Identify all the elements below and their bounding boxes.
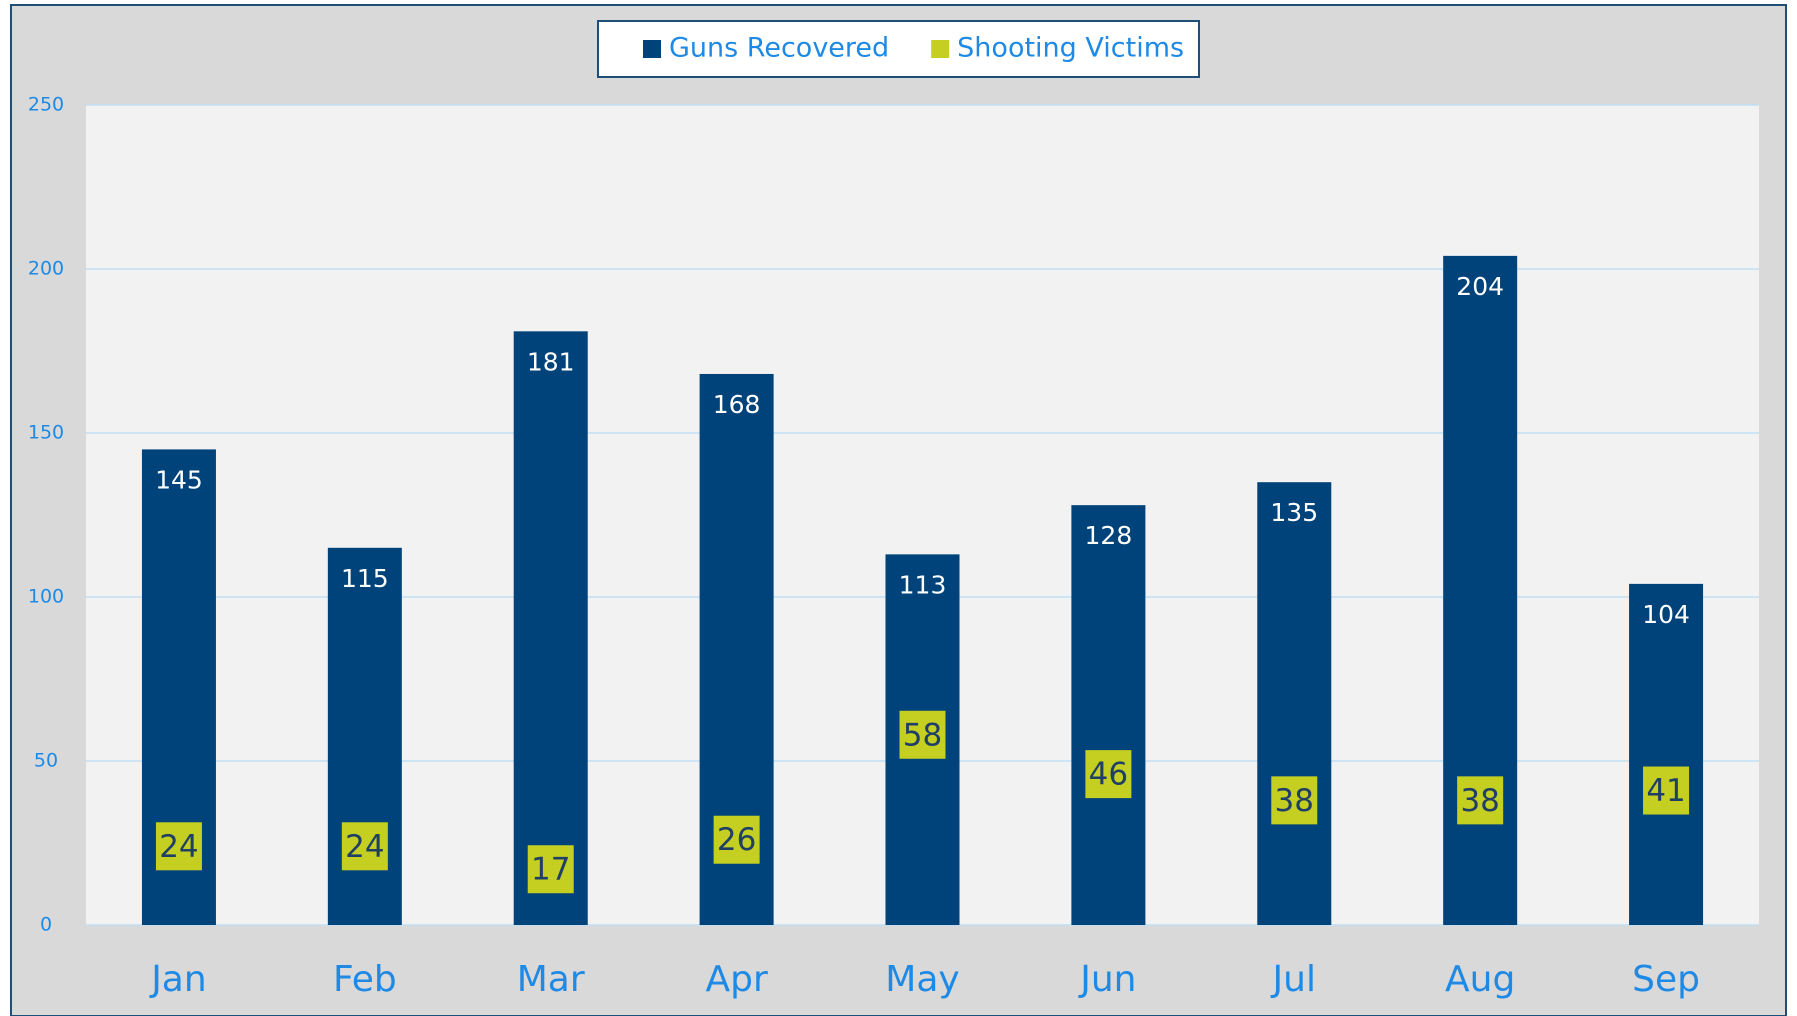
victims-value-label: 38 [1275,783,1314,819]
y-tick-label: 0 [40,914,52,936]
y-tick-label: 250 [28,94,64,116]
bar [1257,482,1332,925]
y-tick-label: 150 [28,422,64,444]
bar [1071,505,1146,925]
bar-value-label: 135 [1270,498,1318,527]
victims-marker [341,822,388,871]
victims-value-label: 24 [345,829,384,865]
x-tick-label: Jul [1271,959,1316,1000]
legend-label: Guns Recovered [669,33,889,64]
legend-swatch [643,40,661,58]
x-tick-label: May [885,959,959,1000]
legend-label: Shooting Victims [957,33,1184,64]
bar-value-label: 128 [1085,521,1133,550]
victims-value-label: 46 [1089,757,1128,793]
y-tick-label: 100 [28,586,64,608]
legend-swatch [931,40,950,58]
x-tick-label: Apr [705,959,767,1000]
bar-value-label: 204 [1456,272,1504,301]
victims-marker [899,710,946,759]
victims-value-label: 24 [159,829,198,865]
victims-value-label: 41 [1646,773,1685,809]
victims-marker [1643,766,1690,815]
y-tick-label: 200 [28,258,64,280]
y-tick-label: 50 [34,750,58,772]
victims-marker [155,822,202,871]
x-tick-label: Jun [1078,959,1136,1000]
bar [1629,583,1704,925]
victims-marker [1085,750,1132,799]
victims-value-label: 17 [531,852,570,888]
x-tick-label: Sep [1632,959,1700,1000]
bar-value-label: 104 [1642,600,1690,629]
x-tick-label: Aug [1445,959,1515,1000]
bar-value-label: 113 [899,570,947,599]
bar [1443,255,1518,925]
bar-value-label: 168 [713,390,761,419]
x-tick-label: Jan [149,959,207,1000]
bar-value-label: 181 [527,347,575,376]
bar-value-label: 115 [341,564,389,593]
victims-marker [713,815,760,864]
victims-marker [1457,776,1504,825]
bar-value-label: 145 [155,465,203,494]
bar [513,331,588,925]
victims-value-label: 26 [717,822,756,858]
x-tick-label: Mar [517,959,585,1000]
x-tick-label: Feb [333,959,397,1000]
victims-marker [527,845,574,894]
victims-marker [1271,776,1318,825]
legend [597,20,1200,78]
victims-value-label: 38 [1460,783,1499,819]
victims-value-label: 58 [903,717,942,753]
